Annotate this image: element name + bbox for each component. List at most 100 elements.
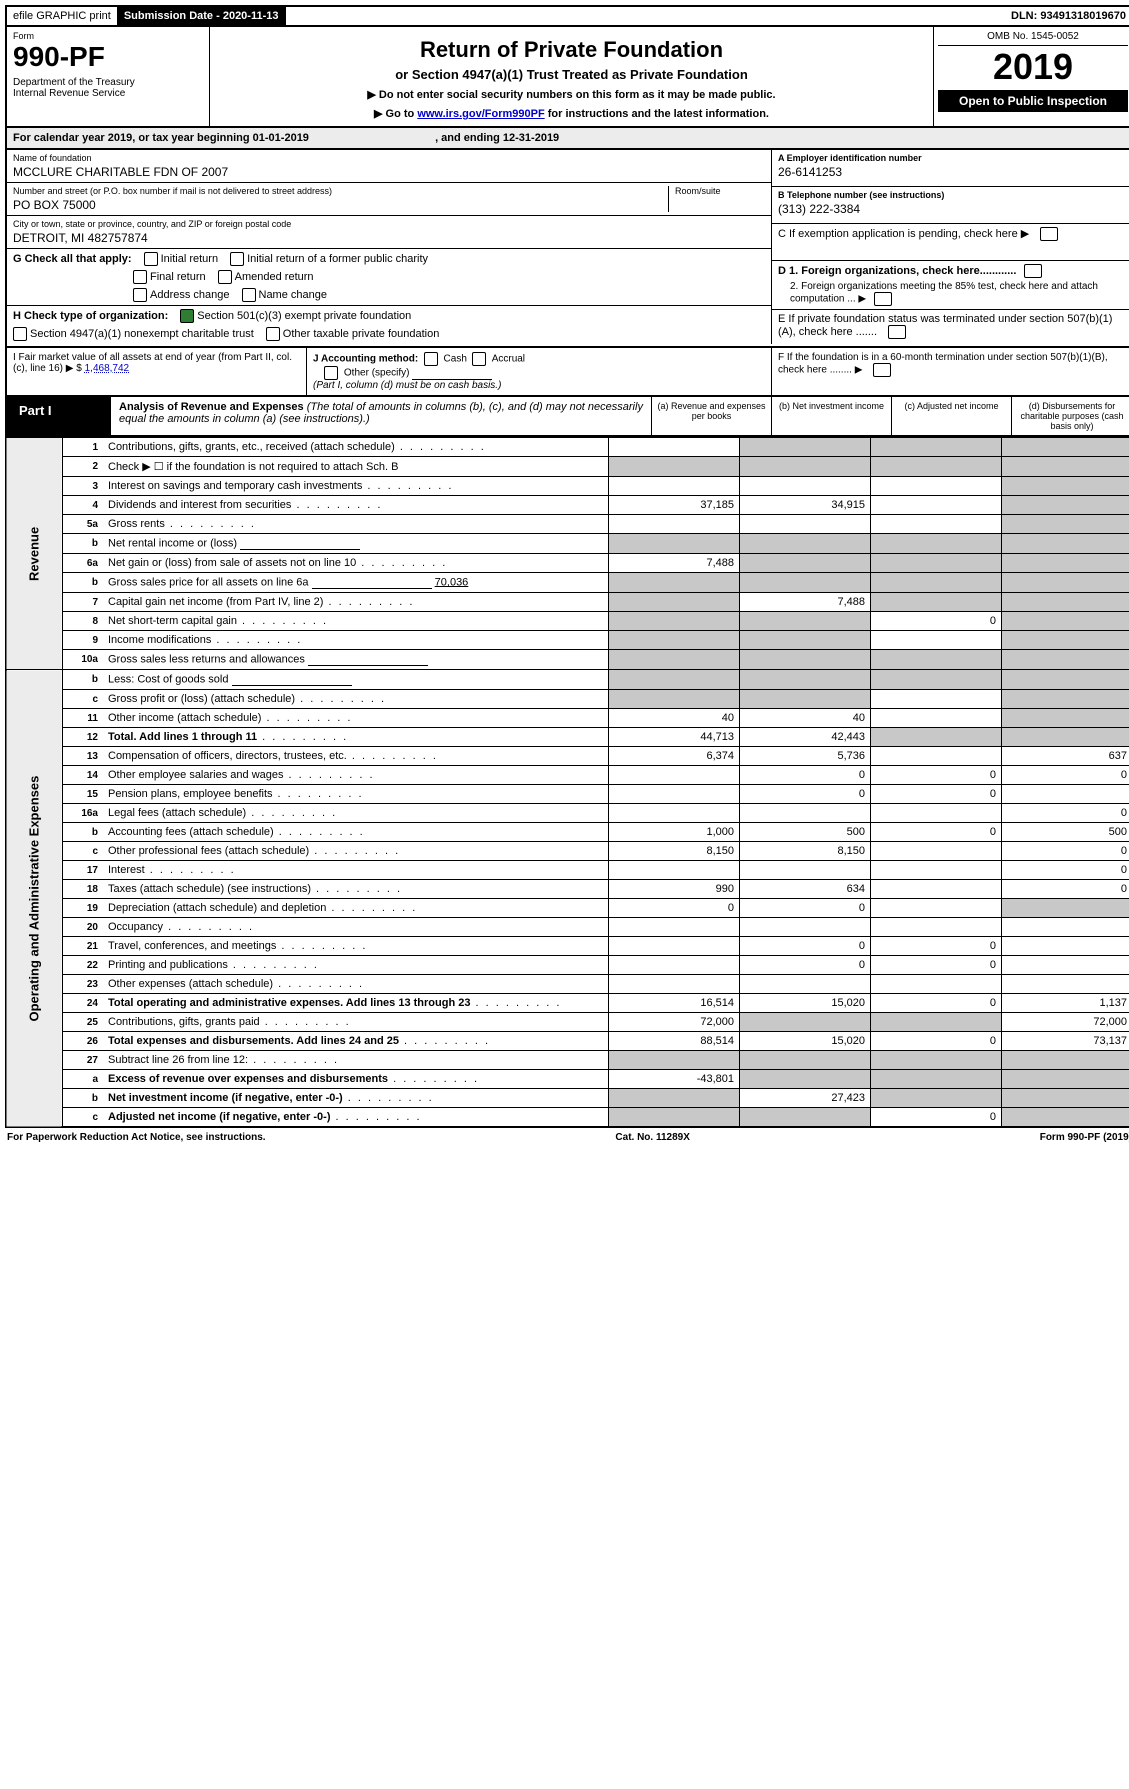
part1-desc: Analysis of Revenue and Expenses (The to…: [111, 397, 651, 435]
line-desc: Excess of revenue over expenses and disb…: [103, 1070, 609, 1089]
checkbox-cash[interactable]: [424, 352, 438, 366]
line-desc: Other income (attach schedule): [103, 709, 609, 728]
checkbox-f[interactable]: [873, 363, 891, 377]
cell-b: 0: [740, 899, 871, 918]
foundation-name: MCCLURE CHARITABLE FDN OF 2007: [13, 165, 765, 179]
cell-b: [740, 690, 871, 709]
cell-a: [609, 785, 740, 804]
checkbox-initial-return[interactable]: [144, 252, 158, 266]
cell-c: [871, 1051, 1002, 1070]
table-row: bGross sales price for all assets on lin…: [6, 573, 1129, 593]
cell-b: 500: [740, 823, 871, 842]
cell-b: 40: [740, 709, 871, 728]
table-row: Operating and Administrative ExpensesbLe…: [6, 670, 1129, 690]
cell-a: [609, 861, 740, 880]
cell-d: [1002, 728, 1129, 747]
checkbox-d2[interactable]: [874, 292, 892, 306]
table-row: 7Capital gain net income (from Part IV, …: [6, 593, 1129, 612]
line-number: 24: [63, 994, 104, 1013]
line-number: b: [63, 1089, 104, 1108]
cell-c: 0: [871, 766, 1002, 785]
checkbox-name-change[interactable]: [242, 288, 256, 302]
checkbox-final-return[interactable]: [133, 270, 147, 284]
cell-a: [609, 918, 740, 937]
col-c-header: (c) Adjusted net income: [892, 397, 1012, 435]
cell-c: [871, 861, 1002, 880]
checkbox-other-taxable[interactable]: [266, 327, 280, 341]
cell-a: [609, 766, 740, 785]
cell-b: 27,423: [740, 1089, 871, 1108]
table-row: cGross profit or (loss) (attach schedule…: [6, 690, 1129, 709]
checkbox-accrual[interactable]: [472, 352, 486, 366]
cell-b: [740, 477, 871, 496]
table-row: 17Interest0: [6, 861, 1129, 880]
table-row: 3Interest on savings and temporary cash …: [6, 477, 1129, 496]
checkbox-d1[interactable]: [1024, 264, 1042, 278]
form-subtitle: or Section 4947(a)(1) Trust Treated as P…: [216, 67, 927, 82]
line-number: 11: [63, 709, 104, 728]
line-desc: Interest on savings and temporary cash i…: [103, 477, 609, 496]
line-desc: Other expenses (attach schedule): [103, 975, 609, 994]
checkbox-amended[interactable]: [218, 270, 232, 284]
cell-d: [1002, 1051, 1129, 1070]
note1: ▶ Do not enter social security numbers o…: [216, 88, 927, 101]
line-desc: Gross sales price for all assets on line…: [103, 573, 609, 593]
cell-b: 15,020: [740, 994, 871, 1013]
line-desc: Interest: [103, 861, 609, 880]
cell-d: [1002, 573, 1129, 593]
cell-c: 0: [871, 1032, 1002, 1051]
cell-d: [1002, 670, 1129, 690]
cell-d: 0: [1002, 880, 1129, 899]
footer-left: For Paperwork Reduction Act Notice, see …: [7, 1132, 266, 1143]
cell-a: [609, 457, 740, 477]
efile-label[interactable]: efile GRAPHIC print: [7, 7, 118, 25]
line-number: 2: [63, 457, 104, 477]
cell-d: 73,137: [1002, 1032, 1129, 1051]
checkbox-501c3[interactable]: [180, 309, 194, 323]
expenses-vlabel: Operating and Administrative Expenses: [6, 670, 63, 1128]
cell-c: [871, 1089, 1002, 1108]
cell-c: [871, 534, 1002, 554]
checkbox-address-change[interactable]: [133, 288, 147, 302]
cell-b: [740, 1108, 871, 1128]
checkbox-initial-public[interactable]: [230, 252, 244, 266]
cell-b: [740, 457, 871, 477]
cell-b: [740, 670, 871, 690]
line-number: 25: [63, 1013, 104, 1032]
cell-c: 0: [871, 612, 1002, 631]
line-number: 13: [63, 747, 104, 766]
cell-d: [1002, 937, 1129, 956]
cell-d: 0: [1002, 861, 1129, 880]
line-number: 23: [63, 975, 104, 994]
cell-d: [1002, 709, 1129, 728]
g-check-row: G Check all that apply: Initial return I…: [7, 249, 772, 306]
line-number: 16a: [63, 804, 104, 823]
cell-d: 0: [1002, 766, 1129, 785]
foundation-name-cell: Name of foundation MCCLURE CHARITABLE FD…: [7, 150, 772, 183]
line-number: b: [63, 670, 104, 690]
cell-a: 1,000: [609, 823, 740, 842]
cell-d: [1002, 690, 1129, 709]
checkbox-4947[interactable]: [13, 327, 27, 341]
cell-c: 0: [871, 823, 1002, 842]
table-row: 10aGross sales less returns and allowanc…: [6, 650, 1129, 670]
cell-d: 0: [1002, 842, 1129, 861]
form-link[interactable]: www.irs.gov/Form990PF: [417, 108, 544, 120]
cell-a: 44,713: [609, 728, 740, 747]
cell-d: 72,000: [1002, 1013, 1129, 1032]
cell-b: 0: [740, 785, 871, 804]
cell-b: 34,915: [740, 496, 871, 515]
fmv-value[interactable]: 1,468,742: [85, 363, 130, 374]
omb: OMB No. 1545-0052: [938, 31, 1128, 46]
cell-c: 0: [871, 937, 1002, 956]
table-row: 25Contributions, gifts, grants paid72,00…: [6, 1013, 1129, 1032]
cell-b: 634: [740, 880, 871, 899]
cell-b: 15,020: [740, 1032, 871, 1051]
checkbox-c[interactable]: [1040, 227, 1058, 241]
checkbox-e[interactable]: [888, 325, 906, 339]
checkbox-other-method[interactable]: [324, 366, 338, 380]
line-number: 21: [63, 937, 104, 956]
city: DETROIT, MI 482757874: [13, 231, 765, 245]
form-number: 990-PF: [13, 41, 203, 73]
cell-b: [740, 861, 871, 880]
